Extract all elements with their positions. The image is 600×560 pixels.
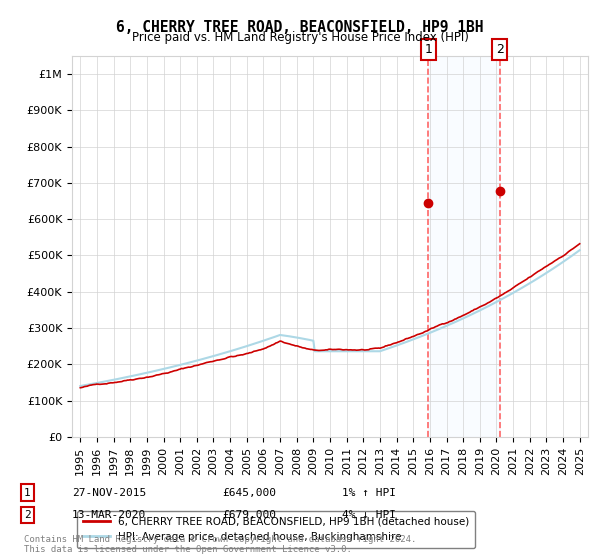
Legend: 6, CHERRY TREE ROAD, BEACONSFIELD, HP9 1BH (detached house), HPI: Average price,: 6, CHERRY TREE ROAD, BEACONSFIELD, HP9 1… <box>77 511 475 548</box>
Text: 2: 2 <box>24 510 31 520</box>
Text: £679,000: £679,000 <box>222 510 276 520</box>
Text: 1% ↑ HPI: 1% ↑ HPI <box>342 488 396 498</box>
Text: 4% ↓ HPI: 4% ↓ HPI <box>342 510 396 520</box>
Text: £645,000: £645,000 <box>222 488 276 498</box>
Text: 27-NOV-2015: 27-NOV-2015 <box>72 488 146 498</box>
Text: Price paid vs. HM Land Registry's House Price Index (HPI): Price paid vs. HM Land Registry's House … <box>131 31 469 44</box>
Text: 6, CHERRY TREE ROAD, BEACONSFIELD, HP9 1BH: 6, CHERRY TREE ROAD, BEACONSFIELD, HP9 1… <box>116 20 484 35</box>
Text: 1: 1 <box>24 488 31 498</box>
Text: 1: 1 <box>424 43 432 56</box>
Text: 2: 2 <box>496 43 504 56</box>
Bar <box>428 56 500 437</box>
Text: 13-MAR-2020: 13-MAR-2020 <box>72 510 146 520</box>
Text: Contains HM Land Registry data © Crown copyright and database right 2024.
This d: Contains HM Land Registry data © Crown c… <box>24 535 416 554</box>
